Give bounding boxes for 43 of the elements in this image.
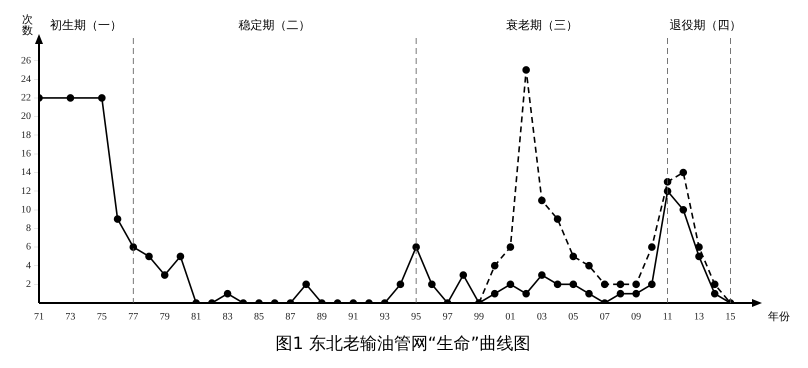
x-tick-label: 79 [160,312,170,323]
text: 衰老期（三） [506,18,578,32]
x-tick-label: 99 [474,312,484,323]
y-tick-label: 2 [26,278,31,290]
x-tick-label: 05 [568,312,578,323]
x-tick-label: 93 [380,312,390,323]
x-tick-label: 85 [254,312,264,323]
x-tick-label: 01 [505,312,516,323]
text: 稳定期（二） [238,18,311,32]
x-tick-label: 03 [536,312,547,323]
x-tick-label: 81 [191,312,202,323]
y-tick-label: 18 [21,130,31,141]
y-tick-label: 22 [21,92,31,104]
x-tick-label: 73 [65,312,76,323]
y-tick-label: 24 [21,74,31,85]
y-tick-label: 26 [21,55,31,66]
x-tick-label: 75 [96,312,107,323]
x-tick-label: 09 [631,312,642,323]
x-axis-title: 年份 [768,310,790,323]
text: 图1 东北老输油管网“生命”曲线图 [274,333,532,355]
x-tick-label: 07 [600,312,610,323]
x-tick-label: 11 [662,312,672,323]
x-tick-label: 91 [348,312,358,323]
x-tick-label: 13 [694,312,704,323]
y-tick-label: 16 [21,148,31,160]
y-tick-label: 12 [21,186,31,197]
y-tick-label: 8 [26,223,31,234]
text: 初生期（一） [50,18,122,32]
x-tick-label: 89 [316,312,327,323]
x-tick-label: 97 [442,312,453,323]
x-tick-label: 15 [725,312,736,323]
y-tick-label: 14 [21,167,31,178]
y-tick-label: 4 [26,260,31,272]
x-tick-label: 77 [128,312,138,323]
y-axis-title: 次数 [22,14,33,37]
x-tick-label: 83 [222,312,233,323]
y-tick-label: 10 [21,204,31,216]
x-tick-label: 71 [34,312,44,323]
text: 退役期（四） [670,18,742,32]
y-tick-label: 6 [26,242,31,253]
x-tick-label: 95 [411,312,422,323]
x-tick-label: 87 [285,312,296,323]
y-tick-label: 20 [21,111,31,122]
